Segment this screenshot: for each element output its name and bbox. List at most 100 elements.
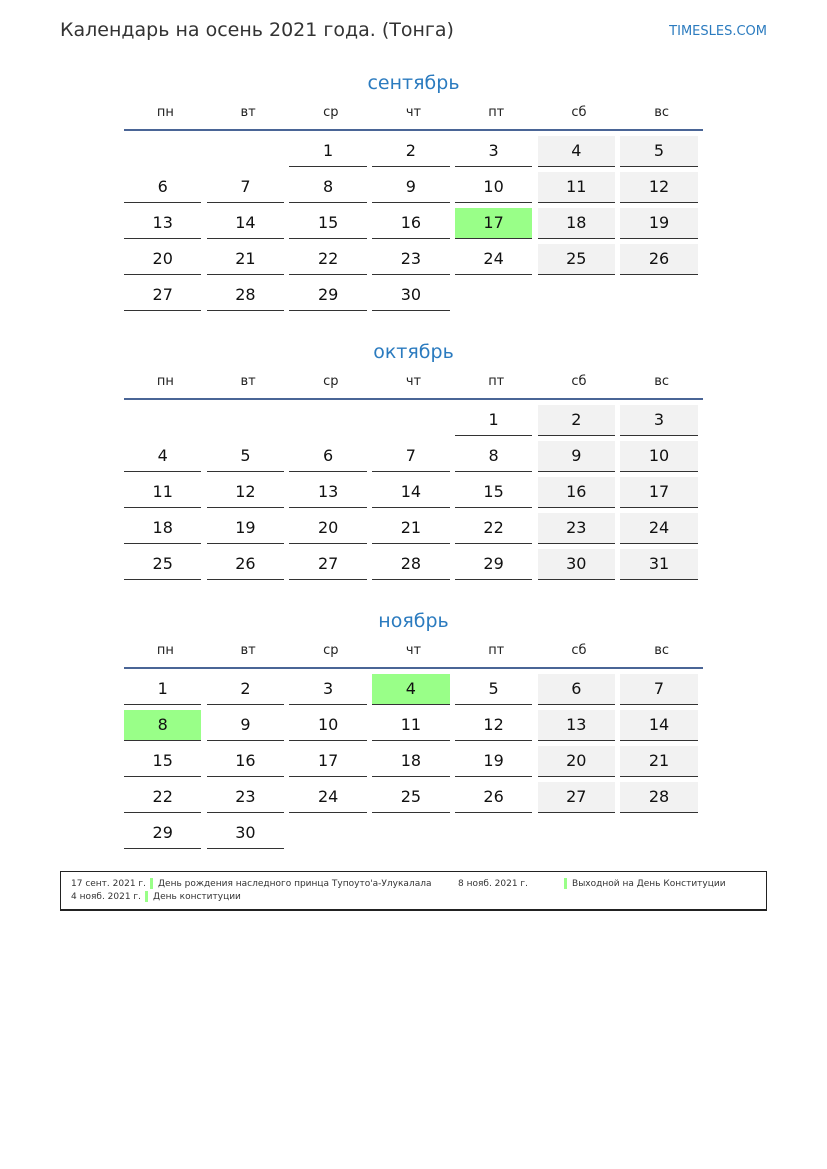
day-cell[interactable]: 20 bbox=[537, 746, 616, 777]
day-cell[interactable]: 16 bbox=[206, 746, 285, 777]
day-cell[interactable]: 24 bbox=[289, 782, 367, 813]
day-cell[interactable]: 14 bbox=[372, 477, 450, 508]
day-cell[interactable]: 4 bbox=[372, 674, 450, 705]
day-cell[interactable]: 18 bbox=[124, 513, 202, 544]
day-cell[interactable]: 9 bbox=[372, 172, 450, 203]
day-cell[interactable]: 17 bbox=[289, 746, 367, 777]
day-cell[interactable]: 16 bbox=[372, 208, 450, 239]
day-cell[interactable]: 5 bbox=[620, 136, 698, 167]
legend-item: 17 сент. 2021 г. День рождения наследного… bbox=[71, 878, 431, 889]
day-cell[interactable]: 2 bbox=[372, 136, 450, 167]
day-cell[interactable]: 27 bbox=[537, 782, 616, 813]
day-cell[interactable]: 10 bbox=[620, 441, 698, 472]
day-cell[interactable]: 22 bbox=[124, 782, 202, 813]
empty-cell bbox=[372, 405, 449, 435]
day-cell[interactable]: 28 bbox=[372, 549, 450, 580]
day-cell[interactable]: 7 bbox=[206, 172, 285, 203]
day-cell[interactable]: 26 bbox=[454, 782, 533, 813]
day-cell[interactable]: 19 bbox=[454, 746, 533, 777]
day-cell[interactable]: 25 bbox=[372, 782, 450, 813]
day-cell[interactable]: 30 bbox=[537, 549, 616, 580]
day-cell[interactable]: 5 bbox=[454, 674, 533, 705]
day-cell[interactable]: 23 bbox=[206, 782, 285, 813]
day-cell[interactable]: 10 bbox=[454, 172, 533, 203]
day-cell[interactable]: 1 bbox=[289, 136, 367, 167]
day-cell[interactable]: 28 bbox=[206, 280, 285, 311]
weekday-label: сб bbox=[571, 105, 587, 120]
day-cell[interactable]: 11 bbox=[124, 477, 202, 508]
day-cell[interactable]: 4 bbox=[537, 136, 616, 167]
weekday-header: пн вт ср чт пт сб вс bbox=[124, 105, 703, 131]
day-cell[interactable]: 23 bbox=[537, 513, 616, 544]
day-cell[interactable]: 18 bbox=[372, 746, 450, 777]
day-cell[interactable]: 29 bbox=[454, 549, 533, 580]
day-cell[interactable]: 3 bbox=[620, 405, 698, 436]
day-cell[interactable]: 12 bbox=[620, 172, 698, 203]
day-cell[interactable]: 19 bbox=[206, 513, 285, 544]
day-cell[interactable]: 15 bbox=[124, 746, 202, 777]
day-cell[interactable]: 9 bbox=[537, 441, 616, 472]
day-cell[interactable]: 12 bbox=[206, 477, 285, 508]
day-cell[interactable]: 13 bbox=[124, 208, 202, 239]
day-cell[interactable]: 30 bbox=[206, 818, 285, 849]
day-cell[interactable]: 11 bbox=[537, 172, 616, 203]
day-cell[interactable]: 5 bbox=[206, 441, 285, 472]
day-cell[interactable]: 7 bbox=[372, 441, 450, 472]
day-cell[interactable]: 11 bbox=[372, 710, 450, 741]
day-cell[interactable]: 25 bbox=[124, 549, 202, 580]
day-cell[interactable]: 31 bbox=[620, 549, 698, 580]
day-cell[interactable]: 21 bbox=[206, 244, 285, 275]
day-cell[interactable]: 27 bbox=[289, 549, 367, 580]
day-cell[interactable]: 23 bbox=[372, 244, 450, 275]
day-cell[interactable]: 24 bbox=[620, 513, 698, 544]
day-cell[interactable]: 22 bbox=[454, 513, 533, 544]
day-cell[interactable]: 17 bbox=[620, 477, 698, 508]
day-cell[interactable]: 24 bbox=[454, 244, 533, 275]
day-cell[interactable]: 16 bbox=[537, 477, 616, 508]
day-cell[interactable]: 29 bbox=[289, 280, 367, 311]
day-cell[interactable]: 6 bbox=[124, 172, 202, 203]
day-cell[interactable]: 21 bbox=[372, 513, 450, 544]
day-cell[interactable]: 20 bbox=[289, 513, 367, 544]
weekday-header: пн вт ср чт пт сб вс bbox=[124, 374, 703, 400]
day-cell[interactable]: 15 bbox=[289, 208, 367, 239]
legend-item: 4 нояб. 2021 г. День конституции bbox=[71, 891, 241, 902]
day-cell[interactable]: 3 bbox=[289, 674, 367, 705]
day-cell[interactable]: 19 bbox=[620, 208, 698, 239]
day-cell[interactable]: 1 bbox=[124, 674, 202, 705]
day-cell[interactable]: 15 bbox=[454, 477, 533, 508]
day-cell[interactable]: 18 bbox=[537, 208, 616, 239]
day-cell[interactable]: 8 bbox=[289, 172, 367, 203]
day-cell[interactable]: 4 bbox=[124, 441, 202, 472]
day-cell[interactable]: 22 bbox=[289, 244, 367, 275]
day-cell[interactable]: 14 bbox=[620, 710, 698, 741]
day-cell[interactable]: 26 bbox=[620, 244, 698, 275]
day-cell[interactable]: 8 bbox=[454, 441, 533, 472]
day-cell[interactable]: 14 bbox=[206, 208, 285, 239]
day-cell[interactable]: 2 bbox=[537, 405, 616, 436]
weekday-label: ср bbox=[323, 105, 339, 120]
day-cell[interactable]: 9 bbox=[206, 710, 285, 741]
day-cell[interactable]: 29 bbox=[124, 818, 202, 849]
day-cell[interactable]: 17 bbox=[454, 208, 533, 239]
day-cell[interactable]: 8 bbox=[124, 710, 202, 741]
day-cell[interactable]: 21 bbox=[620, 746, 698, 777]
day-cell[interactable]: 13 bbox=[537, 710, 616, 741]
day-cell[interactable]: 27 bbox=[124, 280, 202, 311]
day-cell[interactable]: 3 bbox=[454, 136, 533, 167]
day-cell[interactable]: 7 bbox=[620, 674, 698, 705]
day-cell[interactable]: 10 bbox=[289, 710, 367, 741]
day-cell[interactable]: 13 bbox=[289, 477, 367, 508]
month-name: сентябрь bbox=[367, 72, 460, 94]
day-cell[interactable]: 6 bbox=[289, 441, 367, 472]
day-cell[interactable]: 25 bbox=[537, 244, 616, 275]
day-cell[interactable]: 28 bbox=[620, 782, 698, 813]
site-link[interactable]: TIMESLES.COM bbox=[669, 24, 767, 39]
day-cell[interactable]: 1 bbox=[454, 405, 533, 436]
day-cell[interactable]: 2 bbox=[206, 674, 285, 705]
day-cell[interactable]: 20 bbox=[124, 244, 202, 275]
day-cell[interactable]: 12 bbox=[454, 710, 533, 741]
day-cell[interactable]: 6 bbox=[537, 674, 616, 705]
day-cell[interactable]: 26 bbox=[206, 549, 285, 580]
day-cell[interactable]: 30 bbox=[372, 280, 450, 311]
